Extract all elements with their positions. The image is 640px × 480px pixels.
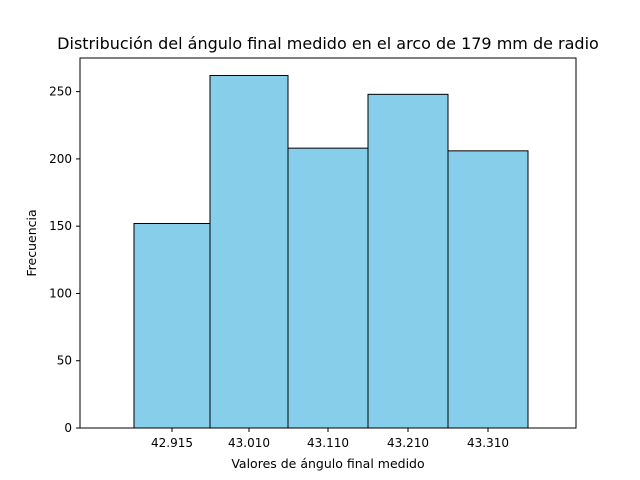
y-tick-label: 250 <box>49 85 72 99</box>
histogram-bar-3 <box>287 147 369 429</box>
y-axis-ticks: 0 50 100 150 200 250 <box>49 85 80 435</box>
chart-title: Distribución del ángulo final medido en … <box>57 34 599 53</box>
y-tick-label: 50 <box>57 354 72 368</box>
x-tick-label: 43.010 <box>228 436 270 450</box>
histogram-bar-5 <box>447 150 529 429</box>
histogram-bar-2 <box>209 74 289 429</box>
histogram-bar-4 <box>367 93 449 429</box>
y-tick-label: 200 <box>49 152 72 166</box>
bars-group <box>133 74 529 429</box>
y-tick-label: 100 <box>49 286 72 300</box>
x-tick-label: 43.210 <box>387 436 429 450</box>
y-axis-label: Frecuencia <box>24 209 39 276</box>
y-tick-label: 150 <box>49 219 72 233</box>
histogram-bar-1 <box>133 222 211 429</box>
y-tick-label: 0 <box>64 421 72 435</box>
x-axis-label: Valores de ángulo final medido <box>231 456 424 471</box>
x-tick-label: 43.310 <box>467 436 509 450</box>
x-tick-label: 43.110 <box>307 436 349 450</box>
x-axis-ticks: 42.915 43.010 43.110 43.210 43.310 <box>151 428 509 450</box>
x-tick-label: 42.915 <box>151 436 193 450</box>
